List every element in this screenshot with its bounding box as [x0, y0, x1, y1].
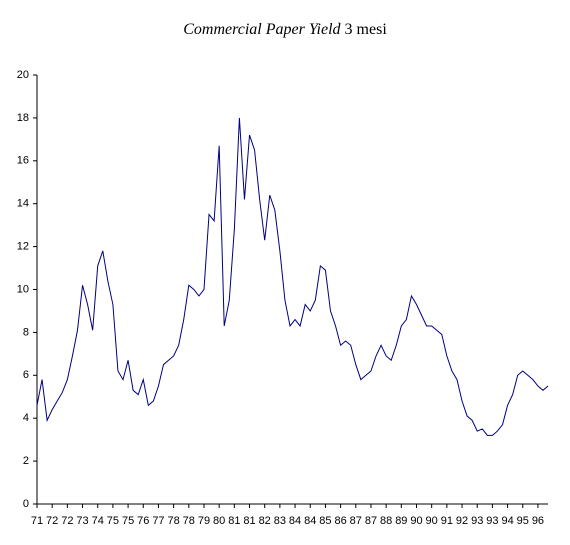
- x-tick-label: 92: [456, 515, 468, 527]
- x-tick-label: 82: [259, 515, 271, 527]
- chart-title: Commercial Paper Yield 3 mesi: [183, 21, 387, 38]
- y-tick-label: 8: [23, 326, 29, 338]
- x-tick-label: 84: [289, 515, 301, 527]
- y-tick-label: 6: [23, 369, 29, 381]
- y-tick-label: 16: [17, 155, 29, 167]
- x-tick-label: 75: [107, 515, 119, 527]
- x-tick-label: 86: [334, 515, 346, 527]
- x-tick-label: 96: [532, 515, 544, 527]
- x-tick-label: 87: [350, 515, 362, 527]
- data-line: [36, 117, 549, 436]
- x-tick-label: 75: [122, 515, 134, 527]
- x-tick-label: 72: [61, 515, 73, 527]
- y-tick-label: 14: [17, 198, 29, 210]
- x-tick-label: 95: [517, 515, 529, 527]
- x-tick-label: 81: [228, 515, 240, 527]
- x-tick-label: 93: [471, 515, 483, 527]
- title-suffix: 3 mesi: [345, 21, 388, 38]
- x-tick-label: 72: [46, 515, 58, 527]
- x-tick-label: 74: [92, 515, 104, 527]
- x-tick-label: 85: [319, 515, 331, 527]
- y-tick-label: 18: [17, 112, 29, 124]
- x-tick-label: 89: [395, 515, 407, 527]
- x-tick-label: 79: [198, 515, 210, 527]
- x-tick-label: 78: [167, 515, 179, 527]
- x-tick-label: 87: [365, 515, 377, 527]
- y-tick-label: 2: [23, 455, 29, 467]
- x-tick-label: 84: [304, 515, 316, 527]
- x-tick-label: 73: [76, 515, 88, 527]
- x-tick-label: 78: [183, 515, 195, 527]
- x-tick-label: 91: [441, 515, 453, 527]
- x-tick-label: 93: [486, 515, 498, 527]
- x-tick-label: 71: [31, 515, 43, 527]
- x-tick-label: 80: [213, 515, 225, 527]
- x-tick-label: 90: [410, 515, 422, 527]
- x-tick-label: 76: [137, 515, 149, 527]
- y-tick-label: 10: [17, 283, 29, 295]
- y-tick-label: 12: [17, 241, 29, 253]
- x-tick-label: 83: [274, 515, 286, 527]
- y-tick-label: 4: [23, 412, 29, 424]
- x-tick-label: 88: [380, 515, 392, 527]
- x-tick-label: 94: [501, 515, 513, 527]
- x-tick-label: 77: [152, 515, 164, 527]
- x-tick-label: 90: [426, 515, 438, 527]
- x-tick-label: 81: [243, 515, 255, 527]
- y-tick-label: 0: [23, 498, 29, 510]
- title-main: Commercial Paper Yield: [183, 21, 341, 38]
- y-tick-label: 20: [17, 69, 29, 81]
